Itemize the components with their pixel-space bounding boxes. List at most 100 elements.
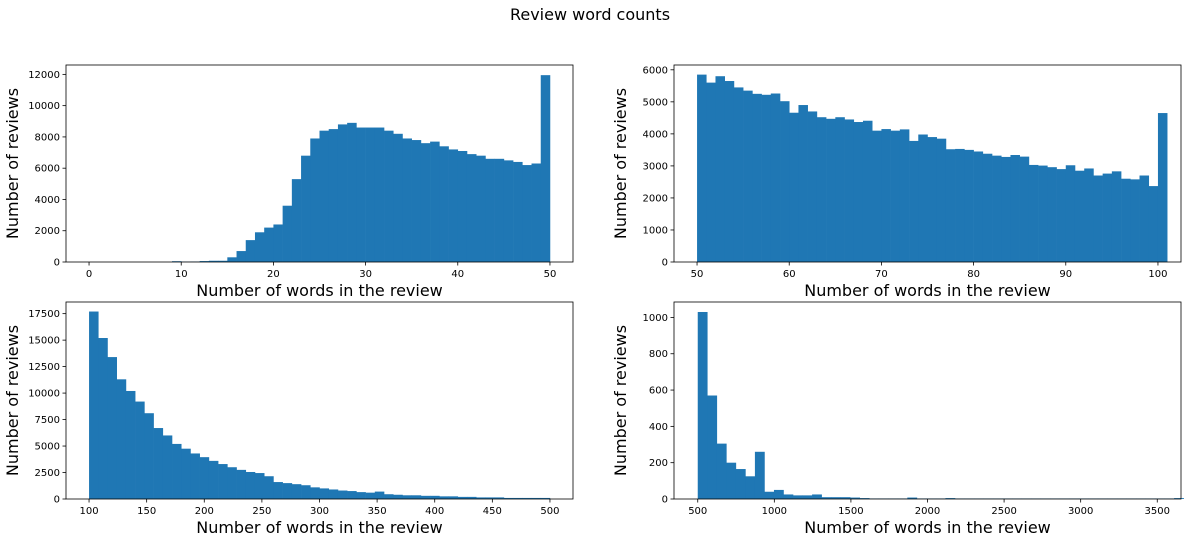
histogram-bar: [859, 498, 870, 499]
histogram-bar: [927, 137, 938, 262]
x-tick-label: 200: [195, 506, 214, 517]
histogram-bar: [439, 146, 449, 262]
histogram-bar: [264, 476, 274, 499]
x-axis-label: Number of words in the review: [804, 281, 1051, 300]
y-tick-label: 8000: [35, 132, 60, 143]
histogram-bar: [522, 497, 532, 499]
histogram-bar: [862, 120, 873, 263]
histogram-bar: [273, 482, 283, 499]
y-tick-label: 6000: [35, 164, 60, 175]
axes-frame: [673, 64, 1182, 263]
histogram-bar: [282, 483, 293, 499]
x-tick-label: 1000: [762, 506, 787, 517]
histogram-bar: [752, 93, 762, 262]
x-tick-label: 80: [967, 269, 980, 280]
histogram-bar: [393, 133, 403, 262]
histogram-bar: [374, 127, 385, 262]
histogram-bar: [476, 155, 486, 262]
bars: [697, 74, 1168, 263]
histogram-bar: [964, 149, 974, 262]
histogram-bar: [798, 105, 808, 262]
y-tick-label: 800: [649, 349, 668, 360]
y-tick-label: 12000: [28, 70, 60, 81]
y-tick-label: 5000: [643, 97, 668, 108]
x-axis-label: Number of words in the review: [804, 518, 1051, 537]
x-tick-label: 90: [1059, 269, 1072, 280]
histogram-bar: [89, 311, 99, 499]
x-axis-label: Number of words in the review: [196, 518, 443, 537]
histogram-bar: [735, 469, 746, 499]
y-tick-label: 15000: [28, 336, 60, 347]
y-tick-label: 600: [649, 386, 668, 397]
histogram-bar: [780, 101, 790, 262]
histogram-bar: [393, 494, 403, 499]
histogram-bar: [540, 497, 551, 499]
histogram-bar: [850, 497, 861, 499]
histogram-bar: [745, 476, 756, 499]
histogram-bar: [254, 473, 265, 499]
x-tick-label: 150: [137, 506, 156, 517]
axes-frame: [65, 64, 574, 263]
histogram-bar: [1038, 165, 1048, 262]
histogram-bar: [172, 443, 182, 499]
histogram-bar: [1139, 175, 1150, 262]
x-tick-label: 10: [175, 269, 188, 280]
x-tick-label: 3500: [1145, 506, 1170, 517]
x-tick-label: 500: [540, 506, 559, 517]
histogram-bar: [374, 491, 385, 499]
histogram-bar: [945, 149, 956, 262]
histogram-bar: [973, 151, 984, 262]
histogram-bar: [945, 498, 956, 499]
histogram-bar: [835, 117, 845, 263]
histogram-bar: [706, 82, 716, 263]
histogram-bar: [347, 122, 357, 262]
histogram-bar: [485, 497, 495, 499]
bars: [172, 75, 551, 262]
x-tick-label: 400: [425, 506, 444, 517]
histogram-bar: [531, 163, 542, 262]
histogram-bar: [245, 240, 256, 262]
histogram-bar: [162, 435, 173, 499]
chart-panel-2: 50 60 70 80 90 1000100020003000400050006000Nu…: [611, 64, 1182, 300]
histogram-bar: [1074, 170, 1085, 262]
histogram-bar: [802, 495, 813, 499]
histogram-bar: [1102, 173, 1113, 262]
histogram-bar: [909, 140, 919, 262]
histogram-bar: [754, 451, 765, 499]
histogram-bar: [697, 311, 708, 499]
histogram-bar: [1019, 156, 1030, 262]
histogram-bar: [1001, 156, 1011, 262]
histogram-bar: [881, 129, 891, 262]
histogram-bar: [291, 179, 302, 262]
y-tick-label: 0: [662, 495, 668, 506]
histogram-bar: [218, 260, 228, 262]
histogram-bar: [764, 491, 775, 499]
x-tick-label: 2500: [991, 506, 1016, 517]
histogram-bar: [853, 122, 864, 263]
histogram-bar: [513, 497, 523, 499]
histogram-bar: [291, 484, 302, 499]
histogram-bar: [337, 124, 348, 262]
x-tick-label: 30: [359, 269, 372, 280]
histogram-bar: [420, 143, 431, 262]
histogram-bar: [1148, 186, 1159, 262]
histogram-bar: [116, 379, 127, 499]
y-tick-label: 4000: [35, 195, 60, 206]
histogram-bar: [328, 129, 339, 262]
histogram-bar: [793, 495, 803, 499]
histogram-bar: [770, 93, 781, 262]
histogram-bar: [190, 453, 200, 499]
histogram-bar: [1056, 169, 1067, 262]
y-axis-label: Number of reviews: [3, 325, 22, 476]
y-tick-label: 1000: [643, 225, 668, 236]
x-tick-label: 60: [783, 269, 796, 280]
histogram-bar: [466, 496, 477, 499]
histogram-bar: [1130, 179, 1140, 262]
x-tick-label: 50: [544, 269, 557, 280]
histogram-bar: [844, 119, 855, 263]
histogram-bar: [1010, 155, 1020, 262]
histogram-bar: [761, 94, 772, 262]
y-tick-label: 2000: [643, 193, 668, 204]
histogram-bar: [840, 497, 851, 499]
